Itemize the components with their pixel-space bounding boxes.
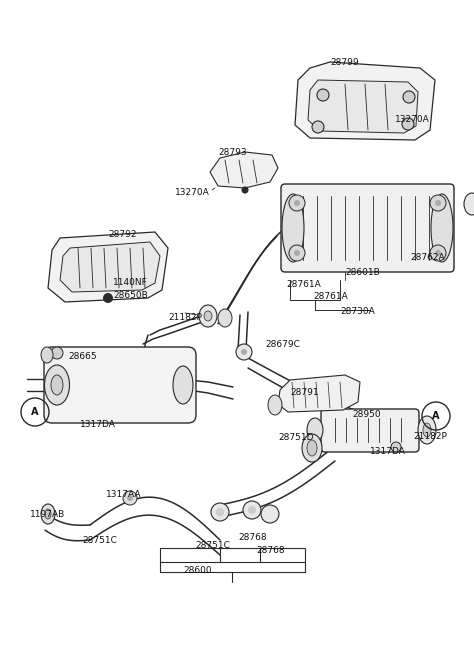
Text: 28601B: 28601B [345, 268, 380, 277]
Ellipse shape [302, 434, 322, 462]
Text: 28751D: 28751D [278, 433, 313, 442]
Text: 28600: 28600 [183, 566, 211, 575]
Circle shape [391, 442, 401, 452]
Text: 1317AA: 1317AA [106, 490, 142, 499]
Text: 28792: 28792 [108, 230, 137, 239]
Circle shape [123, 491, 137, 505]
Circle shape [294, 200, 300, 206]
Circle shape [236, 344, 252, 360]
Text: 28650B: 28650B [113, 291, 148, 300]
Circle shape [103, 293, 113, 303]
Circle shape [241, 349, 247, 355]
Ellipse shape [41, 347, 53, 363]
Text: 1140NF: 1140NF [113, 278, 148, 287]
Ellipse shape [307, 440, 317, 456]
Polygon shape [210, 152, 278, 188]
Ellipse shape [423, 423, 431, 437]
Polygon shape [308, 80, 418, 133]
Text: 21182P: 21182P [168, 313, 202, 322]
Text: 28679C: 28679C [265, 340, 300, 349]
Text: A: A [31, 407, 39, 417]
Circle shape [216, 508, 224, 516]
Circle shape [243, 501, 261, 519]
Ellipse shape [218, 309, 232, 327]
Ellipse shape [418, 416, 436, 444]
Polygon shape [278, 375, 360, 412]
Text: 13270A: 13270A [395, 115, 430, 124]
Ellipse shape [199, 305, 217, 327]
Circle shape [312, 121, 324, 133]
Circle shape [430, 195, 446, 211]
Ellipse shape [173, 366, 193, 404]
Polygon shape [295, 62, 435, 140]
FancyBboxPatch shape [44, 347, 196, 423]
Circle shape [248, 506, 256, 514]
Circle shape [435, 200, 441, 206]
Circle shape [435, 250, 441, 256]
Circle shape [294, 250, 300, 256]
Text: A: A [432, 411, 440, 421]
Circle shape [289, 245, 305, 261]
Polygon shape [60, 242, 160, 292]
FancyBboxPatch shape [321, 409, 419, 452]
Circle shape [402, 118, 414, 130]
Text: 13270A: 13270A [175, 188, 210, 197]
Ellipse shape [268, 395, 282, 415]
Text: 28751C: 28751C [82, 536, 117, 545]
Circle shape [242, 187, 248, 193]
Text: 28751C: 28751C [195, 541, 230, 550]
Text: 28762A: 28762A [410, 253, 445, 262]
Text: 28768: 28768 [256, 546, 284, 555]
Bar [160, 548, 305, 562]
Ellipse shape [431, 194, 453, 262]
Polygon shape [48, 232, 168, 302]
Text: 28768: 28768 [238, 533, 266, 542]
Ellipse shape [41, 504, 55, 524]
Text: 1317DA: 1317DA [80, 420, 116, 429]
FancyBboxPatch shape [281, 184, 454, 272]
Circle shape [211, 503, 229, 521]
Ellipse shape [464, 193, 474, 215]
Text: 28665: 28665 [68, 352, 97, 361]
Circle shape [289, 195, 305, 211]
Text: 28730A: 28730A [340, 307, 375, 316]
Text: 28793: 28793 [218, 148, 246, 157]
Circle shape [261, 505, 279, 523]
Text: 1317DA: 1317DA [370, 447, 406, 456]
Text: 21182P: 21182P [413, 432, 447, 441]
Ellipse shape [45, 509, 51, 519]
Ellipse shape [51, 375, 63, 395]
Text: 1197AB: 1197AB [30, 510, 65, 519]
Circle shape [430, 245, 446, 261]
Ellipse shape [307, 418, 323, 442]
Text: 28799: 28799 [330, 58, 359, 67]
Ellipse shape [45, 365, 70, 405]
Circle shape [127, 495, 133, 501]
Text: 28791: 28791 [290, 388, 319, 397]
Circle shape [317, 89, 329, 101]
Circle shape [51, 347, 63, 359]
Ellipse shape [282, 194, 304, 262]
Text: 28761A: 28761A [313, 292, 348, 301]
Circle shape [403, 91, 415, 103]
Text: 28950: 28950 [352, 410, 381, 419]
Ellipse shape [204, 311, 212, 321]
Text: 28761A: 28761A [286, 280, 321, 289]
